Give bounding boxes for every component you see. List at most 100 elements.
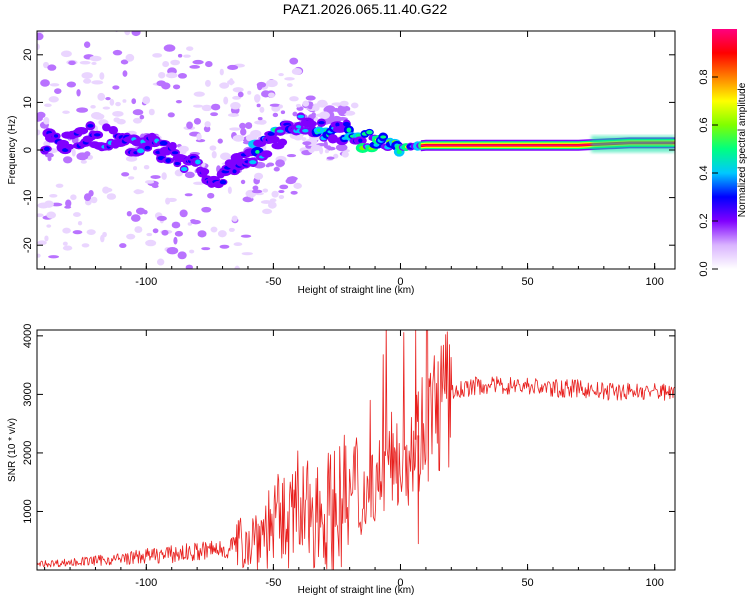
spectrogram-noise-blob — [312, 103, 320, 112]
spectrogram-noise-blob — [76, 107, 89, 113]
spectrogram-noise-blob — [122, 70, 128, 77]
snr-plot-area — [37, 330, 675, 570]
spectrogram-noise-blob — [271, 190, 279, 198]
spectrogram-noise-blob — [128, 176, 135, 180]
spectrogram-noise-blob — [339, 100, 349, 107]
spectrogram-noise-blob — [302, 141, 312, 146]
spectrogram-noise-blob — [81, 243, 90, 248]
spectrogram-ridge-blob — [336, 127, 343, 132]
snr-series-line — [37, 330, 675, 570]
spectrogram-noise-blob — [122, 99, 127, 103]
spectrogram-noise-blob — [227, 113, 240, 117]
spectrogram-noise-blob — [290, 190, 298, 195]
spectrogram-noise-blob — [131, 98, 137, 105]
spectrogram-noise-blob — [201, 206, 212, 213]
spectrogram-noise-blob — [192, 59, 204, 65]
spectrogram-noise-blob — [196, 133, 202, 141]
spectrogram-noise-blob — [125, 155, 138, 162]
spectrogram-noise-blob — [197, 230, 207, 238]
spectrogram-noise-blob — [152, 228, 159, 234]
spectrogram-noise-blob — [177, 73, 188, 79]
spectrogram-noise-blob — [46, 211, 56, 219]
spectrogram-ridge-blob — [93, 133, 101, 137]
spectrogram-noise-blob — [47, 156, 52, 162]
spectrogram-ridge-blob — [276, 129, 284, 133]
spectrogram-noise-blob — [239, 122, 246, 130]
spectrogram-noise-blob — [131, 31, 141, 37]
spectrogram-noise-blob — [307, 103, 313, 110]
spectrogram-noise-blob — [240, 234, 252, 238]
spectrogram-noise-blob — [267, 201, 277, 209]
snr-x-tick-label: 0 — [397, 577, 403, 589]
spectrogram-noise-blob — [240, 179, 246, 185]
spectrogram-ridge-blob — [297, 114, 305, 119]
spectrogram-noise-blob — [166, 247, 179, 255]
spectrogram-noise-blob — [190, 219, 197, 223]
spectrogram-noise-blob — [210, 103, 221, 111]
spectrogram-ridge-blob — [343, 121, 351, 127]
snr-y-tick-label: 4000 — [22, 324, 34, 348]
spectrogram-y-tick-label: 0 — [22, 147, 34, 153]
spectrogram-noise-blob — [71, 148, 76, 157]
spectrogram-ridge-blob — [170, 144, 176, 149]
spectrogram-noise-blob — [106, 193, 117, 200]
spectrogram-noise-blob — [265, 164, 270, 168]
spectrogram-noise-blob — [278, 72, 284, 77]
spectrogram-noise-blob — [305, 95, 316, 101]
spectrogram-noise-blob — [278, 104, 283, 109]
spectrogram-noise-blob — [105, 97, 111, 101]
spectrogram-noise-blob — [102, 231, 107, 238]
spectrogram-noise-blob — [112, 49, 123, 56]
spectrogram-noise-blob — [291, 68, 303, 75]
spectrogram-noise-blob — [220, 152, 231, 161]
spectrogram-noise-blob — [163, 44, 176, 52]
spectrogram-noise-blob — [177, 53, 183, 58]
spectrogram-noise-blob — [93, 113, 105, 120]
spectrogram-noise-blob — [120, 59, 129, 65]
spectrogram-noise-blob — [257, 116, 263, 121]
spectrogram-ridge-blob — [280, 140, 285, 145]
spectrogram-noise-blob — [254, 172, 264, 180]
spectrogram-ridge-blob — [306, 121, 314, 126]
spectrogram-noise-blob — [132, 166, 138, 171]
spectrogram-ridge-blob — [195, 159, 201, 165]
spectrogram-noise-blob — [49, 193, 58, 198]
spectrogram-noise-blob — [165, 72, 178, 79]
colorbar-label: Normalized spectral amplitude — [737, 82, 748, 217]
spectrogram-ridge-end — [591, 135, 675, 153]
spectrogram-noise-blob — [350, 102, 359, 109]
spectrogram-noise-blob — [217, 230, 227, 238]
spectrogram-noise-blob — [229, 78, 234, 86]
spectrogram-noise-blob — [229, 127, 241, 131]
spectrogram-noise-blob — [124, 31, 131, 36]
colorbar-tick-label: 0.8 — [698, 69, 710, 84]
spectrogram-ridge-blob — [110, 128, 117, 133]
spectrogram-noise-blob — [219, 244, 230, 249]
spectrogram-noise-blob — [135, 207, 146, 215]
spectrogram-ridge-blob — [295, 125, 302, 129]
spectrogram-noise-blob — [167, 112, 175, 118]
spectrogram-noise-blob — [175, 99, 182, 104]
spectrogram-noise-blob — [177, 251, 187, 260]
spectrogram-noise-blob — [62, 241, 68, 246]
spectrogram-noise-blob — [272, 112, 279, 118]
spectrogram-noise-blob — [90, 196, 98, 204]
spectrogram-noise-blob — [289, 57, 299, 65]
spectrogram-x-tick-label: 50 — [521, 276, 533, 288]
spectrogram-noise-blob — [119, 243, 127, 249]
spectrogram-noise-blob — [211, 269, 217, 273]
spectrogram-noise-blob — [279, 184, 289, 190]
spectrogram-noise-blob — [43, 61, 49, 69]
colorbar-tick-label: 0.6 — [698, 117, 710, 132]
spectrogram-ridge-blob — [275, 143, 281, 149]
spectrogram-noise-blob — [257, 82, 263, 91]
spectrogram-ridge-blob — [318, 121, 325, 125]
spectrogram-noise-blob — [62, 110, 70, 114]
spectrogram-ridge-blob — [165, 158, 171, 163]
spectrogram-noise-blob — [142, 96, 151, 105]
spectrogram-noise-blob — [83, 78, 92, 84]
spectrogram-ridge-blob — [255, 141, 264, 146]
spectrogram-noise-blob — [273, 166, 280, 172]
spectrogram-noise-blob — [130, 214, 141, 222]
